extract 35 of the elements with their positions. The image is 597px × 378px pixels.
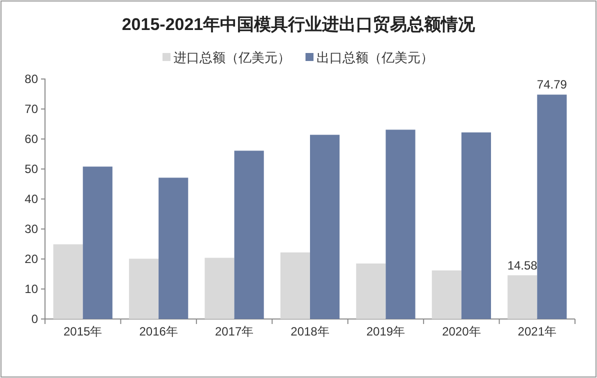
bar — [204, 258, 234, 319]
x-tick-label: 2018年 — [290, 324, 330, 339]
y-tick-label: 70 — [24, 102, 38, 116]
data-label: 14.58 — [507, 258, 538, 272]
bar — [128, 258, 159, 319]
legend-label: 出口总额（亿美元） — [316, 50, 434, 65]
y-tick-label: 80 — [24, 72, 38, 86]
bar — [356, 264, 386, 319]
bar — [280, 252, 310, 319]
y-tick-label: 20 — [24, 252, 38, 266]
bar — [432, 270, 462, 319]
bar — [508, 275, 538, 319]
bar — [234, 150, 264, 319]
x-tick-label: 2016年 — [139, 324, 178, 339]
chart-title: 2015-2021年中国模具行业进出口贸易总额情况 — [122, 15, 476, 34]
y-tick-label: 0 — [31, 312, 38, 326]
x-tick-label: 2021年 — [518, 324, 556, 339]
bar — [53, 244, 83, 319]
y-tick-label: 10 — [24, 282, 38, 296]
y-tick-label: 40 — [24, 192, 38, 206]
y-tick-label: 60 — [24, 132, 38, 146]
bar — [82, 166, 112, 319]
bar — [386, 130, 416, 319]
legend-label: 进口总额（亿美元） — [174, 50, 290, 65]
x-tick-label: 2017年 — [214, 324, 254, 339]
x-tick-label: 2015年 — [64, 324, 102, 339]
bar — [310, 134, 340, 319]
y-tick-label: 30 — [24, 222, 38, 236]
bar — [158, 178, 188, 319]
y-tick-label: 50 — [24, 162, 38, 176]
x-tick-label: 2020年 — [442, 324, 481, 339]
data-label: 74.79 — [536, 78, 568, 92]
bar — [461, 132, 492, 319]
x-tick-label: 2019年 — [366, 324, 406, 339]
bar — [537, 94, 567, 319]
